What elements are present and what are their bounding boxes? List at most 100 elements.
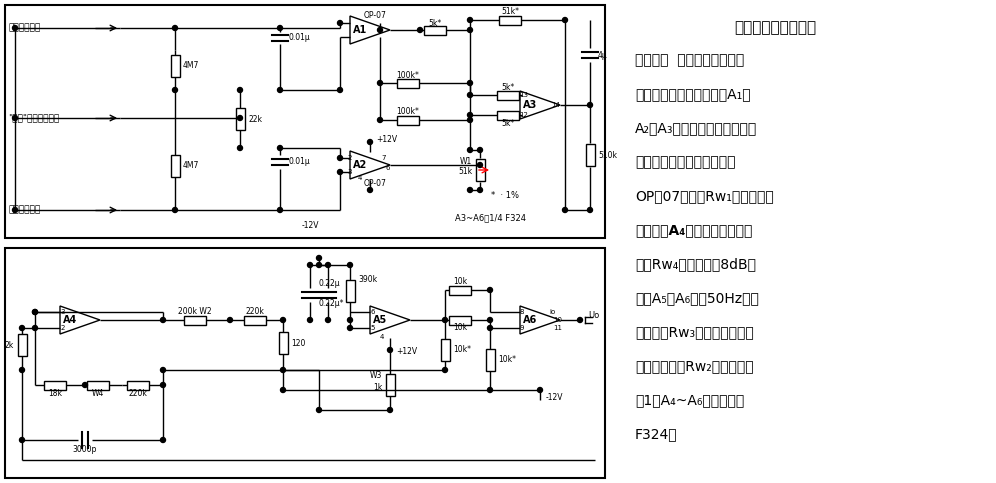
Text: 10: 10 xyxy=(554,317,563,323)
Text: 5k*: 5k* xyxy=(428,18,441,28)
Text: 4M7: 4M7 xyxy=(183,61,199,71)
Circle shape xyxy=(467,28,472,32)
Circle shape xyxy=(172,87,177,93)
Text: 0.22μ: 0.22μ xyxy=(318,279,340,287)
Circle shape xyxy=(281,368,286,372)
Circle shape xyxy=(278,26,283,30)
Circle shape xyxy=(160,383,165,387)
Bar xyxy=(586,144,595,166)
Text: 为1，A₄~A₆选用四运放: 为1，A₄~A₆选用四运放 xyxy=(635,393,744,407)
Text: 5k*: 5k* xyxy=(501,83,515,91)
Circle shape xyxy=(338,170,343,174)
Text: 510k: 510k xyxy=(598,151,617,159)
Text: 390k: 390k xyxy=(358,275,377,284)
Bar xyxy=(485,349,494,371)
Text: +12V: +12V xyxy=(376,136,397,144)
Circle shape xyxy=(326,262,331,268)
Text: 2: 2 xyxy=(348,155,353,161)
Circle shape xyxy=(477,147,482,153)
Bar xyxy=(170,155,179,177)
Text: -12V: -12V xyxy=(546,394,564,402)
Bar xyxy=(127,381,149,389)
Circle shape xyxy=(563,17,568,23)
Text: 10k*: 10k* xyxy=(453,345,471,355)
Bar xyxy=(5,5,605,238)
Text: 6: 6 xyxy=(371,309,375,315)
Circle shape xyxy=(442,317,447,323)
Text: Uo: Uo xyxy=(588,311,600,319)
Circle shape xyxy=(467,147,472,153)
Text: A6: A6 xyxy=(523,315,537,325)
Text: W1: W1 xyxy=(460,157,472,167)
Bar xyxy=(279,332,288,354)
Circle shape xyxy=(317,262,322,268)
Text: 0.22μ*: 0.22μ* xyxy=(318,298,344,308)
Text: 6: 6 xyxy=(385,165,390,171)
Text: F324。: F324。 xyxy=(635,427,677,441)
Circle shape xyxy=(20,326,25,330)
Circle shape xyxy=(563,208,568,213)
Text: 18k: 18k xyxy=(48,388,62,398)
Circle shape xyxy=(467,117,472,123)
Text: 51k*: 51k* xyxy=(501,8,519,16)
Circle shape xyxy=(227,317,232,323)
Circle shape xyxy=(387,347,392,353)
Circle shape xyxy=(278,145,283,151)
Circle shape xyxy=(308,262,313,268)
Text: 7: 7 xyxy=(381,155,386,161)
Bar xyxy=(497,90,519,99)
Circle shape xyxy=(467,17,472,23)
Bar xyxy=(397,115,419,125)
Circle shape xyxy=(588,102,593,108)
Circle shape xyxy=(487,317,492,323)
Bar xyxy=(424,26,446,34)
Circle shape xyxy=(368,140,373,144)
Text: 比最大。A₄构成比例放大器，: 比最大。A₄构成比例放大器， xyxy=(635,223,752,237)
Circle shape xyxy=(538,387,543,393)
Text: 9: 9 xyxy=(520,325,524,331)
Circle shape xyxy=(281,317,286,323)
Circle shape xyxy=(317,408,322,412)
Circle shape xyxy=(237,115,242,120)
Text: 接手腕（红）: 接手腕（红） xyxy=(8,24,40,32)
Text: A₂、A₃构成数据放大器，选用: A₂、A₃构成数据放大器，选用 xyxy=(635,121,757,135)
Text: 51k: 51k xyxy=(458,168,472,176)
Text: 3: 3 xyxy=(348,169,353,175)
Text: 0.01μ: 0.01μ xyxy=(288,157,310,167)
Circle shape xyxy=(368,187,373,193)
Circle shape xyxy=(348,317,353,323)
Text: A3~A6：1/4 F324: A3~A6：1/4 F324 xyxy=(454,213,526,223)
Text: 5: 5 xyxy=(371,325,375,331)
Circle shape xyxy=(160,317,165,323)
Circle shape xyxy=(160,368,165,372)
Circle shape xyxy=(13,115,18,120)
Circle shape xyxy=(348,326,353,330)
Circle shape xyxy=(417,28,422,32)
Bar xyxy=(397,79,419,87)
Text: 上。A₅、A₆构成50Hz陷波: 上。A₅、A₆构成50Hz陷波 xyxy=(635,291,759,305)
Text: -12V: -12V xyxy=(301,221,319,229)
Text: A3: A3 xyxy=(523,100,537,110)
Circle shape xyxy=(487,326,492,330)
Text: 4μ: 4μ xyxy=(598,51,608,59)
Text: 220k: 220k xyxy=(128,388,147,398)
Circle shape xyxy=(377,117,382,123)
Text: A4: A4 xyxy=(63,315,77,325)
Text: 100k*: 100k* xyxy=(396,71,419,80)
Circle shape xyxy=(281,387,286,393)
Text: 2k: 2k xyxy=(5,341,14,350)
Circle shape xyxy=(467,113,472,117)
Text: OP-07: OP-07 xyxy=(364,11,386,19)
Circle shape xyxy=(487,387,492,393)
Text: 2: 2 xyxy=(61,325,65,331)
Text: 11: 11 xyxy=(554,325,563,331)
Text: 信号放大器实际电路图。A₁、: 信号放大器实际电路图。A₁、 xyxy=(635,87,751,101)
Text: 超低漂移（心电）信: 超低漂移（心电）信 xyxy=(734,20,816,35)
Circle shape xyxy=(172,208,177,213)
Text: 1k: 1k xyxy=(373,383,382,392)
Text: *  · 1%: * · 1% xyxy=(491,190,519,199)
Text: 10k: 10k xyxy=(453,324,467,332)
Text: 13: 13 xyxy=(520,92,529,98)
Text: +12V: +12V xyxy=(396,347,417,356)
Bar xyxy=(499,15,521,25)
